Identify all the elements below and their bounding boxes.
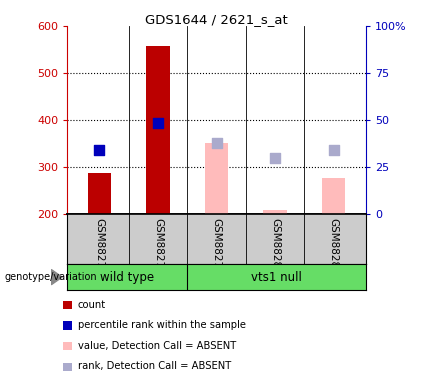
Text: rank, Detection Call = ABSENT: rank, Detection Call = ABSENT xyxy=(78,362,231,371)
Point xyxy=(96,147,103,153)
Bar xyxy=(205,142,228,214)
Point xyxy=(213,141,220,147)
Bar xyxy=(87,173,111,214)
Polygon shape xyxy=(51,270,62,285)
Point xyxy=(271,155,278,161)
Text: GSM88277: GSM88277 xyxy=(94,218,104,274)
Text: GSM88280: GSM88280 xyxy=(270,218,280,274)
Bar xyxy=(322,178,346,214)
Point xyxy=(155,120,162,126)
Text: GSM88278: GSM88278 xyxy=(153,218,163,274)
Bar xyxy=(263,210,287,214)
Text: genotype/variation: genotype/variation xyxy=(4,272,97,282)
Text: percentile rank within the sample: percentile rank within the sample xyxy=(78,320,246,330)
Text: GSM88281: GSM88281 xyxy=(329,218,339,274)
Text: GDS1644 / 2621_s_at: GDS1644 / 2621_s_at xyxy=(145,13,288,26)
Text: count: count xyxy=(78,300,106,309)
Point xyxy=(330,147,337,153)
Text: vts1 null: vts1 null xyxy=(251,271,302,284)
Text: GSM88279: GSM88279 xyxy=(211,218,222,274)
Text: wild type: wild type xyxy=(100,271,154,284)
Bar xyxy=(146,46,170,214)
Text: value, Detection Call = ABSENT: value, Detection Call = ABSENT xyxy=(78,341,236,351)
